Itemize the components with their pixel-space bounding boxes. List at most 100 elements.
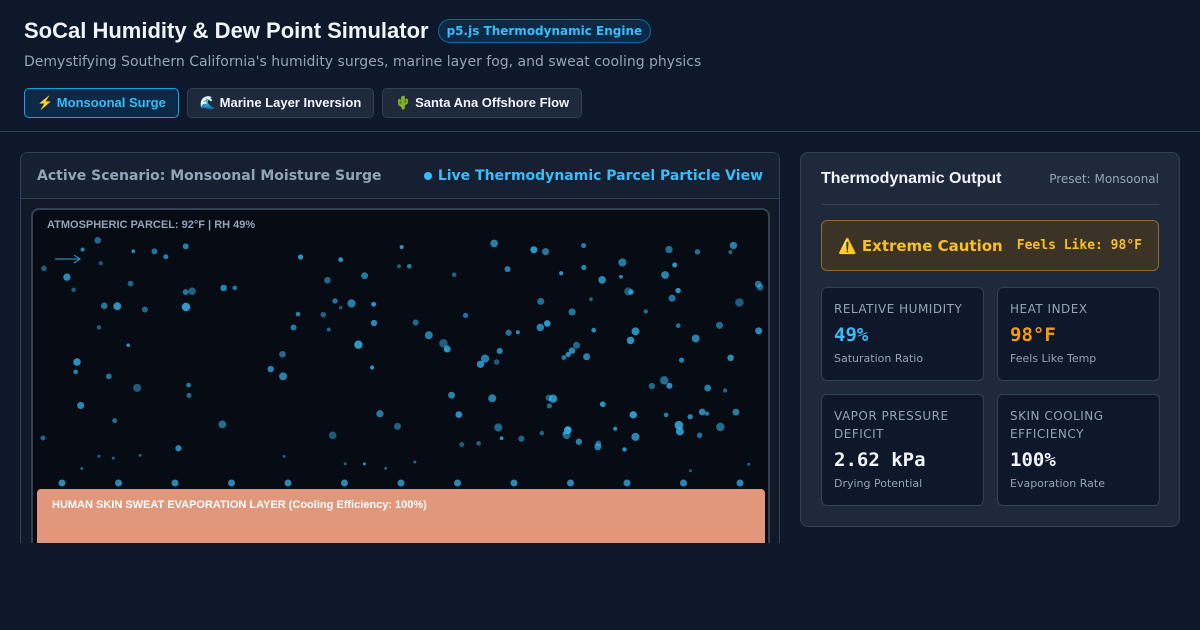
metric-note: Feels Like Temp: [1010, 352, 1097, 365]
vapor-particle: [220, 284, 228, 292]
vapor-particle: [96, 325, 102, 330]
vapor-particle: [539, 430, 545, 436]
badge: p5.js Thermodynamic Engine: [437, 19, 652, 43]
vapor-particle: [77, 401, 85, 409]
metric-note: Evaporation Rate: [1010, 477, 1105, 490]
vapor-particle: [589, 297, 593, 302]
vapor-particle: [97, 454, 101, 458]
vapor-particle: [115, 479, 122, 487]
vapor-particle: [631, 327, 640, 336]
title-row: SoCal Humidity & Dew Point Simulator p5.…: [24, 18, 1176, 44]
scenario-buttons: ⚡ Monsoonal Surge 🌊 Marine Layer Inversi…: [24, 88, 1176, 118]
vapor-particle: [665, 245, 673, 254]
vapor-particle: [141, 306, 148, 313]
vapor-particle: [598, 276, 606, 284]
output-header: Thermodynamic Output Preset: Monsoonal: [821, 153, 1159, 205]
vapor-particle: [232, 285, 238, 291]
vapor-particle: [727, 354, 734, 362]
vapor-particle: [370, 319, 378, 327]
vapor-particle: [163, 254, 169, 260]
vapor-particle: [659, 376, 669, 385]
metric-value: 100%: [1010, 449, 1056, 471]
metric-label: HEAT INDEX: [1010, 302, 1088, 316]
vapor-particle: [643, 309, 648, 314]
vapor-particle: [181, 302, 191, 312]
vapor-particle: [518, 435, 525, 442]
metric-card: VAPOR PRESSURE DEFICIT 2.62 kPa Drying Pot…: [821, 394, 984, 506]
vapor-particle: [504, 266, 511, 273]
vapor-particle: [698, 408, 706, 416]
vapor-particle: [439, 339, 448, 348]
vapor-particle: [341, 479, 348, 487]
scenario-button[interactable]: ⚡ Monsoonal Surge: [24, 88, 179, 118]
metric-note: Drying Potential: [834, 477, 923, 490]
vapor-particle: [171, 479, 179, 487]
vapor-particle: [71, 287, 76, 293]
vapor-particle: [575, 438, 583, 445]
vapor-particle: [672, 262, 678, 268]
vapor-particle: [543, 320, 551, 327]
vapor-particle: [694, 249, 701, 255]
vapor-particle: [94, 236, 102, 244]
vapor-particle: [493, 359, 500, 365]
vapor-particle: [347, 299, 356, 308]
vapor-particle: [599, 401, 606, 408]
vapor-particle: [510, 479, 518, 487]
vapor-particle: [80, 247, 85, 252]
vapor-particle: [562, 431, 571, 440]
view-label: Live Thermodynamic Parcel Particle View: [423, 167, 763, 184]
vapor-particle: [565, 351, 571, 358]
scenario-button[interactable]: 🌊 Marine Layer Inversion: [186, 88, 375, 118]
vapor-particle: [545, 394, 553, 402]
vapor-particle: [295, 311, 301, 317]
simulation-panel: Active Scenario: Monsoonal Moisture Surg…: [20, 152, 780, 543]
metric-label: SKIN COOLING EFFICIENCY: [1010, 409, 1104, 441]
vapor-particle: [715, 321, 724, 329]
vapor-particle: [542, 248, 550, 256]
vapor-particle: [73, 369, 79, 375]
vapor-particle: [73, 358, 81, 366]
metric-note: Saturation Ratio: [834, 352, 924, 365]
vapor-particle: [279, 350, 286, 358]
vapor-particle: [332, 298, 338, 304]
vapor-particle: [290, 324, 297, 331]
vapor-particle: [675, 427, 684, 436]
panel-header: Active Scenario: Monsoonal Moisture Surg…: [21, 153, 779, 199]
metric-value: 98°F: [1010, 324, 1056, 346]
view-text: Live Thermodynamic Parcel Particle View: [437, 167, 763, 184]
vapor-particle: [267, 365, 274, 373]
vapor-particle: [688, 469, 692, 473]
vapor-particle: [546, 403, 552, 409]
vapor-particle: [680, 479, 687, 487]
vapor-particle: [705, 411, 710, 416]
vapor-particle: [284, 479, 292, 487]
vapor-particle: [691, 334, 700, 343]
scenario-button[interactable]: 🌵 Santa Ana Offshore Flow: [382, 88, 583, 118]
vapor-particle: [397, 479, 405, 487]
vapor-particle: [687, 414, 693, 420]
vapor-particle: [623, 479, 631, 487]
vapor-particle: [736, 479, 744, 487]
preset-label: Preset: Monsoonal: [1049, 171, 1159, 186]
vapor-particle: [362, 462, 366, 466]
vapor-particle: [406, 263, 412, 269]
vapor-particle: [424, 331, 433, 340]
vapor-particle: [218, 420, 227, 429]
vapor-particle: [343, 462, 347, 466]
vapor-particle: [138, 453, 142, 457]
vapor-particle: [618, 274, 623, 279]
vapor-particle: [451, 272, 457, 278]
output-title: Thermodynamic Output: [821, 169, 1002, 187]
vapor-particle: [716, 422, 725, 432]
vapor-particle: [338, 257, 344, 263]
vapor-particle: [476, 441, 481, 446]
vapor-particle: [568, 347, 576, 354]
vapor-particle: [568, 308, 576, 316]
title: SoCal Humidity & Dew Point Simulator: [24, 18, 429, 43]
vapor-particle: [675, 323, 681, 329]
vapor-particle: [397, 264, 401, 269]
vapor-particle: [494, 423, 503, 432]
vapor-particle: [548, 394, 558, 403]
vapor-particle: [747, 462, 751, 466]
vapor-particle: [675, 287, 681, 294]
